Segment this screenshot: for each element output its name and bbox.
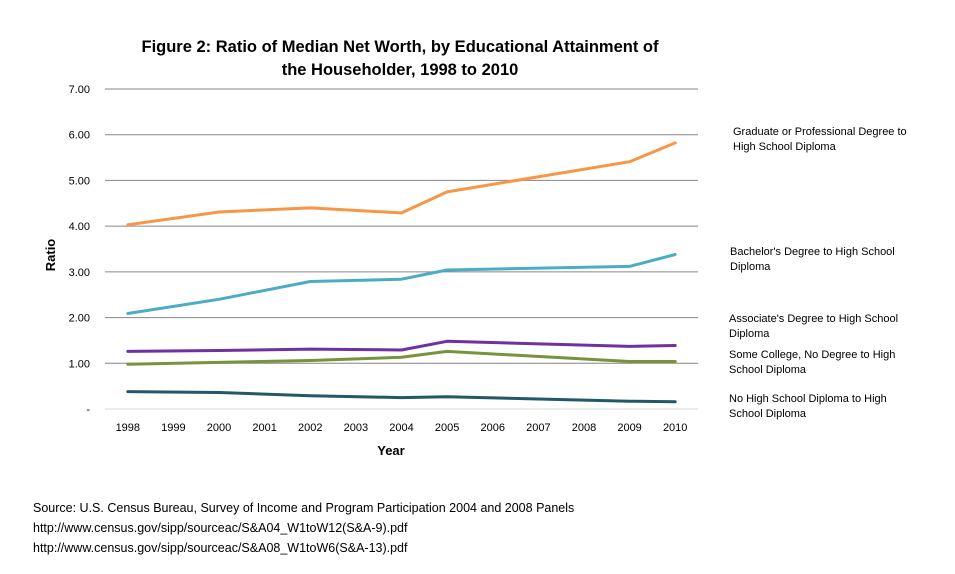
source-link[interactable]: http://www.census.gov/sipp/sourceac/S&A0… — [33, 521, 408, 535]
y-tick-label: 7.00 — [69, 84, 90, 96]
chart-title-line-2: the Householder, 1998 to 2010 — [281, 61, 519, 79]
x-tick-label: 2010 — [663, 422, 687, 434]
x-tick-label: 2000 — [207, 422, 231, 434]
legend-line: Bachelor's Degree to High School — [730, 246, 895, 258]
series-line-1 — [126, 253, 677, 315]
legend-label-some-college: Some College, No Degree to High School D… — [729, 348, 929, 378]
x-tick-label: 2005 — [435, 422, 459, 434]
chart-title-line-1: Figure 2: Ratio of Median Net Worth, by … — [141, 38, 659, 56]
legend-label-bachelors: Bachelor's Degree to High School Diploma — [730, 245, 930, 275]
x-axis-label: Year — [377, 443, 404, 458]
x-tick-label: 2003 — [344, 422, 368, 434]
legend-line: High School Diploma — [733, 141, 836, 153]
series-lines — [126, 141, 677, 404]
series-line-2 — [126, 339, 677, 353]
source-link[interactable]: http://www.census.gov/sipp/sourceac/S&A0… — [33, 541, 408, 555]
y-tick-label: 4.00 — [69, 221, 90, 233]
y-tick-label: - — [86, 404, 90, 416]
series-line-0 — [126, 141, 677, 227]
x-tick-label: 2001 — [252, 422, 276, 434]
x-tick-label: 2008 — [572, 422, 596, 434]
source-citation: Source: U.S. Census Bureau, Survey of In… — [33, 501, 575, 515]
x-tick-label: 2006 — [480, 422, 504, 434]
legend-line: Diploma — [730, 261, 771, 273]
legend-label-graduate: Graduate or Professional Degree to High … — [733, 125, 933, 155]
legend-label-no-high-school: No High School Diploma to High School Di… — [729, 392, 929, 422]
legend-label-associates: Associate's Degree to High School Diplom… — [729, 312, 929, 342]
y-axis-ticks: - 1.00 2.00 3.00 4.00 5.00 6.00 7.00 — [69, 84, 91, 416]
y-tick-label: 2.00 — [69, 313, 90, 325]
legend-line: Some College, No Degree to High — [729, 349, 896, 361]
y-tick-label: 1.00 — [69, 358, 90, 370]
series-line-4 — [126, 390, 677, 404]
y-axis-label: Ratio — [43, 239, 58, 272]
line-chart: - 1.00 2.00 3.00 4.00 5.00 6.00 7.00 1998 1999 20… — [43, 84, 698, 458]
legend-line: Associate's Degree to High School — [729, 313, 899, 325]
y-tick-label: 3.00 — [69, 267, 90, 279]
x-tick-label: 2002 — [298, 422, 322, 434]
legend-line: No High School Diploma to High — [729, 393, 887, 405]
legend-line: Graduate or Professional Degree to — [733, 126, 907, 138]
x-tick-label: 2007 — [526, 422, 550, 434]
series-line-3 — [126, 349, 677, 366]
legend-line: School Diploma — [729, 408, 807, 420]
x-tick-label: 1998 — [116, 422, 140, 434]
x-tick-label: 1999 — [161, 422, 185, 434]
legend-line: School Diploma — [729, 364, 807, 376]
x-tick-label: 2004 — [389, 422, 413, 434]
x-axis-ticks: 1998 1999 2000 2001 2002 2003 2004 2005 2006 2007… — [116, 422, 688, 434]
y-tick-label: 5.00 — [69, 175, 90, 187]
x-tick-label: 2009 — [617, 422, 641, 434]
y-tick-label: 6.00 — [69, 130, 90, 142]
legend-line: Diploma — [729, 328, 770, 340]
